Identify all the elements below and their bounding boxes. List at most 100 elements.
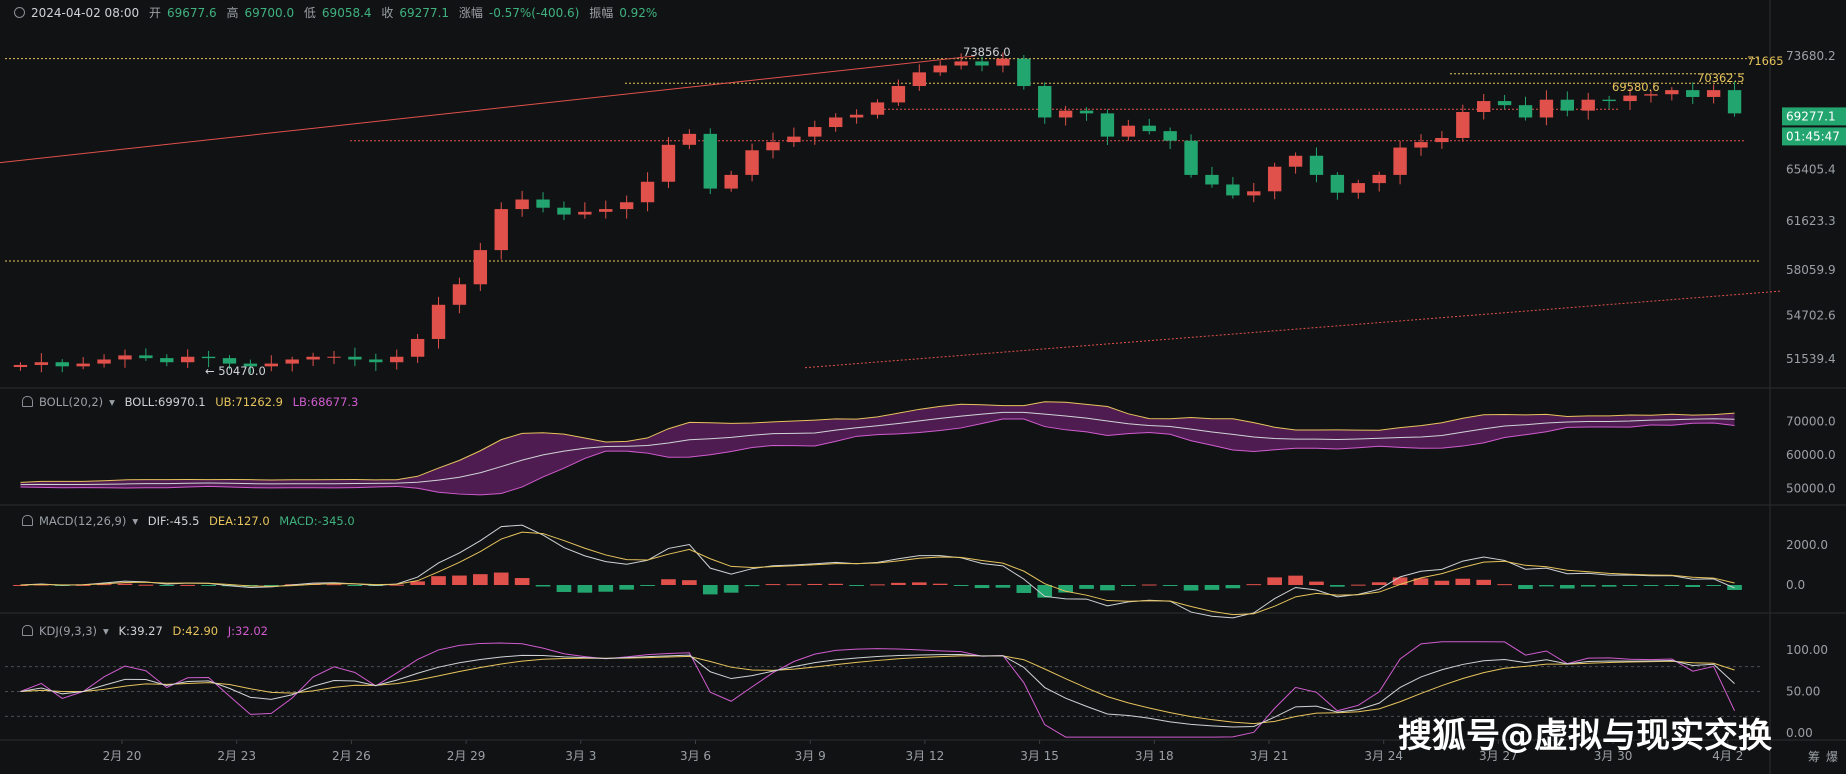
macd-bar: [1330, 585, 1345, 587]
candle-body: [870, 102, 885, 115]
candle-body: [1038, 86, 1052, 118]
candle-body: [494, 209, 508, 251]
macd-bar: [1309, 581, 1324, 585]
macd-bar: [1371, 582, 1387, 585]
kdj-name: KDJ(9,3,3): [39, 624, 98, 638]
bar-date: 2024-04-02 08:00: [31, 6, 140, 20]
boll-mid-line: [20, 411, 1735, 486]
candle-body: [473, 250, 488, 285]
macd-bar: [1476, 579, 1492, 585]
macd-bar: [326, 584, 342, 586]
change-value: -0.57%(-400.6): [488, 6, 580, 20]
x-tick-label: 4月 2: [1712, 749, 1743, 763]
candle-body: [1100, 113, 1115, 137]
candle-body: [1121, 125, 1136, 137]
macd-bar: [201, 585, 216, 586]
macd-bar: [1162, 585, 1178, 586]
candle-body: [536, 199, 550, 208]
price-tick-label: 61623.3: [1786, 214, 1836, 228]
dropdown-icon[interactable]: ▾: [109, 395, 115, 409]
candle-body: [578, 211, 592, 215]
macd-bar: [535, 585, 551, 587]
candle-body: [327, 356, 341, 358]
macd-bar: [1350, 584, 1366, 586]
macd-bar: [1225, 585, 1241, 589]
kdj-tick-label: 100.00: [1786, 643, 1828, 657]
candle-body: [1602, 99, 1616, 102]
candle-body: [808, 127, 822, 137]
dropdown-icon[interactable]: ▾: [103, 624, 109, 638]
boll-name: BOLL(20,2): [39, 395, 104, 409]
watermark: 搜狐号@虚拟与现实交换: [1398, 716, 1772, 756]
macd-bar: [807, 583, 823, 585]
chips-button[interactable]: 筹: [1808, 750, 1821, 764]
bell-icon[interactable]: [22, 396, 33, 407]
macd-bar: [598, 585, 614, 592]
boll-value: BOLL:69970.1: [124, 395, 206, 409]
macd-dea: DEA:127.0: [209, 514, 270, 528]
candle-body: [76, 363, 90, 367]
candle-body: [348, 356, 362, 360]
candle-body: [1435, 137, 1449, 143]
candle-body: [222, 358, 237, 364]
kdj-tick-label: 0.00: [1786, 726, 1813, 740]
x-tick-label: 3月 21: [1250, 749, 1289, 763]
change-label: 涨幅: [458, 6, 483, 20]
bell-icon[interactable]: [22, 625, 33, 636]
candle-body: [1184, 140, 1198, 175]
kdj-tick-label: 50.00: [1786, 685, 1820, 699]
macd-bar: [995, 585, 1011, 588]
candle-body: [410, 338, 425, 357]
x-tick-label: 3月 3: [565, 749, 596, 763]
macd-bar: [96, 584, 112, 586]
candle-body: [829, 117, 843, 128]
macd-dea-line: [20, 531, 1735, 616]
macd-bar: [1058, 585, 1073, 593]
macd-bar: [347, 585, 363, 586]
macd-tick-label: 0.0: [1786, 578, 1805, 592]
candle-body: [1644, 94, 1658, 96]
liquidation-button[interactable]: 爆: [1826, 750, 1839, 764]
macd-bar: [1560, 585, 1575, 589]
candle-body: [619, 202, 634, 210]
candle-body: [1456, 112, 1470, 138]
macd-legend[interactable]: MACD(12,26,9) ▾ DIF:-45.5 DEA:127.0 MACD:…: [22, 514, 361, 528]
candle-body: [1497, 101, 1512, 106]
candle-body: [1581, 99, 1595, 111]
kdj-legend[interactable]: KDJ(9,3,3) ▾ K:39.27 D:42.90 J:32.02: [22, 624, 274, 638]
candle-body: [1393, 147, 1407, 175]
macd-bar: [1141, 584, 1157, 586]
dropdown-icon[interactable]: ▾: [132, 514, 139, 528]
candle-body: [34, 362, 49, 365]
macd-bar: [640, 585, 655, 586]
candle-body: [1247, 191, 1261, 196]
boll-lb: LB:68677.3: [292, 395, 359, 409]
candle-body: [724, 174, 738, 189]
low-annotation: ← 50470.0: [205, 364, 266, 378]
boll-tick-label: 60000.0: [1786, 448, 1836, 462]
macd-bar: [974, 585, 990, 589]
macd-bar: [1246, 584, 1262, 586]
candle-body: [180, 356, 195, 363]
candle-body: [160, 358, 174, 363]
boll-legend[interactable]: BOLL(20,2) ▾ BOLL:69970.1 UB:71262.9 LB:6…: [22, 395, 364, 409]
current-price-tag: [1782, 107, 1846, 126]
high-annotation: 73856.0: [963, 45, 1011, 59]
macd-tick-label: 2000.0: [1786, 538, 1828, 552]
candle-body: [1706, 90, 1721, 97]
bell-icon[interactable]: [22, 515, 33, 526]
macd-bar: [1455, 578, 1471, 585]
macd-bar: [452, 575, 467, 585]
trend-line: [0, 55, 976, 164]
macd-bar: [1267, 577, 1282, 585]
low-value: 69058.4: [321, 6, 372, 20]
x-tick-label: 2月 29: [447, 749, 486, 763]
candle-body: [599, 209, 613, 212]
macd-bar: [577, 585, 593, 593]
candle-body: [55, 362, 69, 367]
x-tick-label: 3月 6: [680, 749, 711, 763]
kdj-k: K:39.27: [118, 624, 163, 638]
candle-body: [1623, 95, 1637, 102]
macd-bar: [619, 585, 634, 590]
